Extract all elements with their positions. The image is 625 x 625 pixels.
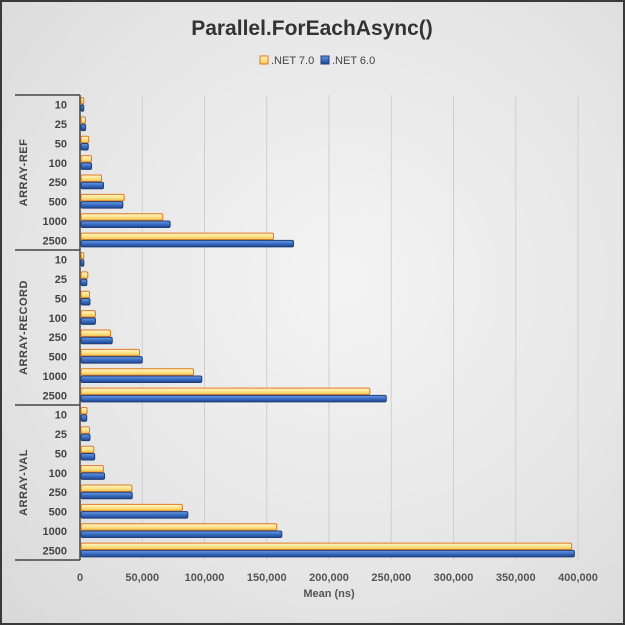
category-label: 2500: [43, 545, 67, 557]
category-label: 50: [55, 293, 67, 305]
bar-net6: [80, 181, 105, 190]
category-label: 10: [55, 100, 67, 112]
bar-net6: [80, 511, 189, 519]
category-label: 25: [55, 119, 67, 131]
category-label: 500: [49, 197, 67, 209]
bar-net6: [80, 278, 88, 287]
x-tick-label: 250,000: [371, 572, 411, 584]
bar-net6: [80, 317, 96, 325]
category-label: 2500: [43, 235, 67, 247]
category-label: 25: [55, 274, 67, 286]
bar-net6: [80, 104, 85, 112]
x-tick-label: 350,000: [496, 572, 536, 584]
bar-net7: [80, 445, 95, 454]
category-label: 50: [55, 138, 67, 150]
group-label: ARRAY-RECORD: [18, 280, 30, 375]
bar-net6: [80, 356, 143, 364]
bar-net6: [80, 530, 283, 538]
category-label: 1000: [43, 371, 67, 383]
x-tick-label: 400,000: [558, 572, 598, 584]
bar-net7: [80, 484, 133, 492]
bar-net7: [80, 310, 96, 318]
x-tick-label: 200,000: [309, 572, 349, 584]
bar-net6: [80, 220, 171, 228]
category-label: 250: [49, 332, 67, 344]
x-axis-label: Mean (ns): [303, 588, 355, 600]
category-label: 25: [55, 429, 67, 441]
legend: .NET 7.0 .NET 6.0: [259, 55, 375, 67]
bar-net7: [80, 329, 112, 337]
category-label: 100: [49, 468, 67, 480]
bar-net7: [80, 542, 573, 551]
category-label: 10: [55, 410, 67, 422]
bar-net6: [80, 123, 87, 132]
bar-net7: [80, 116, 86, 124]
group-label: ARRAY-VAL: [18, 449, 30, 516]
category-label: 1000: [43, 526, 67, 538]
bar-net7: [80, 426, 90, 434]
category-label: 100: [49, 313, 67, 325]
x-tick-label: 100,000: [185, 572, 225, 584]
x-tick-label: 150,000: [247, 572, 287, 584]
bar-net7: [80, 135, 90, 144]
chart-title: Parallel.ForEachAsync(): [191, 17, 433, 40]
category-label: 500: [49, 507, 67, 519]
bar-net7: [80, 155, 92, 163]
legend-label-net6: .NET 6.0: [332, 55, 375, 67]
bar-net6: [80, 162, 93, 170]
bar-net7: [80, 407, 88, 415]
x-tick-label: 300,000: [434, 572, 474, 584]
category-label: 100: [49, 158, 67, 170]
bar-net7: [80, 368, 195, 376]
bar-net6: [80, 452, 96, 461]
category-label: 10: [55, 255, 67, 267]
legend-swatch-net7: [259, 55, 269, 65]
bar-net6: [80, 433, 91, 442]
bar-net6: [80, 142, 89, 151]
bar-net6: [80, 549, 575, 558]
bar-net6: [80, 297, 91, 306]
bar-net7: [80, 503, 183, 512]
bar-net7: [80, 465, 104, 473]
bar-net6: [80, 491, 133, 500]
bar-net7: [80, 97, 85, 105]
bar-net7: [80, 348, 141, 357]
bar-net7: [80, 193, 125, 202]
bar-net6: [80, 201, 124, 209]
bar-net6: [80, 472, 106, 480]
bar-net7: [80, 271, 89, 279]
category-label: 1000: [43, 216, 67, 228]
category-label: 50: [55, 448, 67, 460]
bar-net7: [80, 387, 371, 396]
bar-net6: [80, 259, 85, 267]
bar-net7: [80, 290, 90, 299]
x-tick-label: 0: [77, 572, 83, 584]
bar-net7: [80, 252, 85, 260]
bar-net7: [80, 523, 278, 531]
category-label: 250: [49, 487, 67, 499]
bar-net7: [80, 174, 103, 182]
bar-net6: [80, 239, 295, 248]
legend-label-net7: .NET 7.0: [271, 55, 314, 67]
legend-swatch-net6: [320, 55, 330, 65]
bar-net7: [80, 213, 164, 221]
group-label: ARRAY-REF: [18, 139, 30, 207]
x-tick-label: 50,000: [125, 572, 159, 584]
bar-net6: [80, 414, 88, 422]
bar-net6: [80, 394, 387, 403]
category-label: 500: [49, 352, 67, 364]
bar-net6: [80, 375, 203, 383]
bar-net7: [80, 232, 274, 241]
category-label: 250: [49, 177, 67, 189]
category-label: 2500: [43, 390, 67, 402]
bar-net6: [80, 336, 113, 345]
